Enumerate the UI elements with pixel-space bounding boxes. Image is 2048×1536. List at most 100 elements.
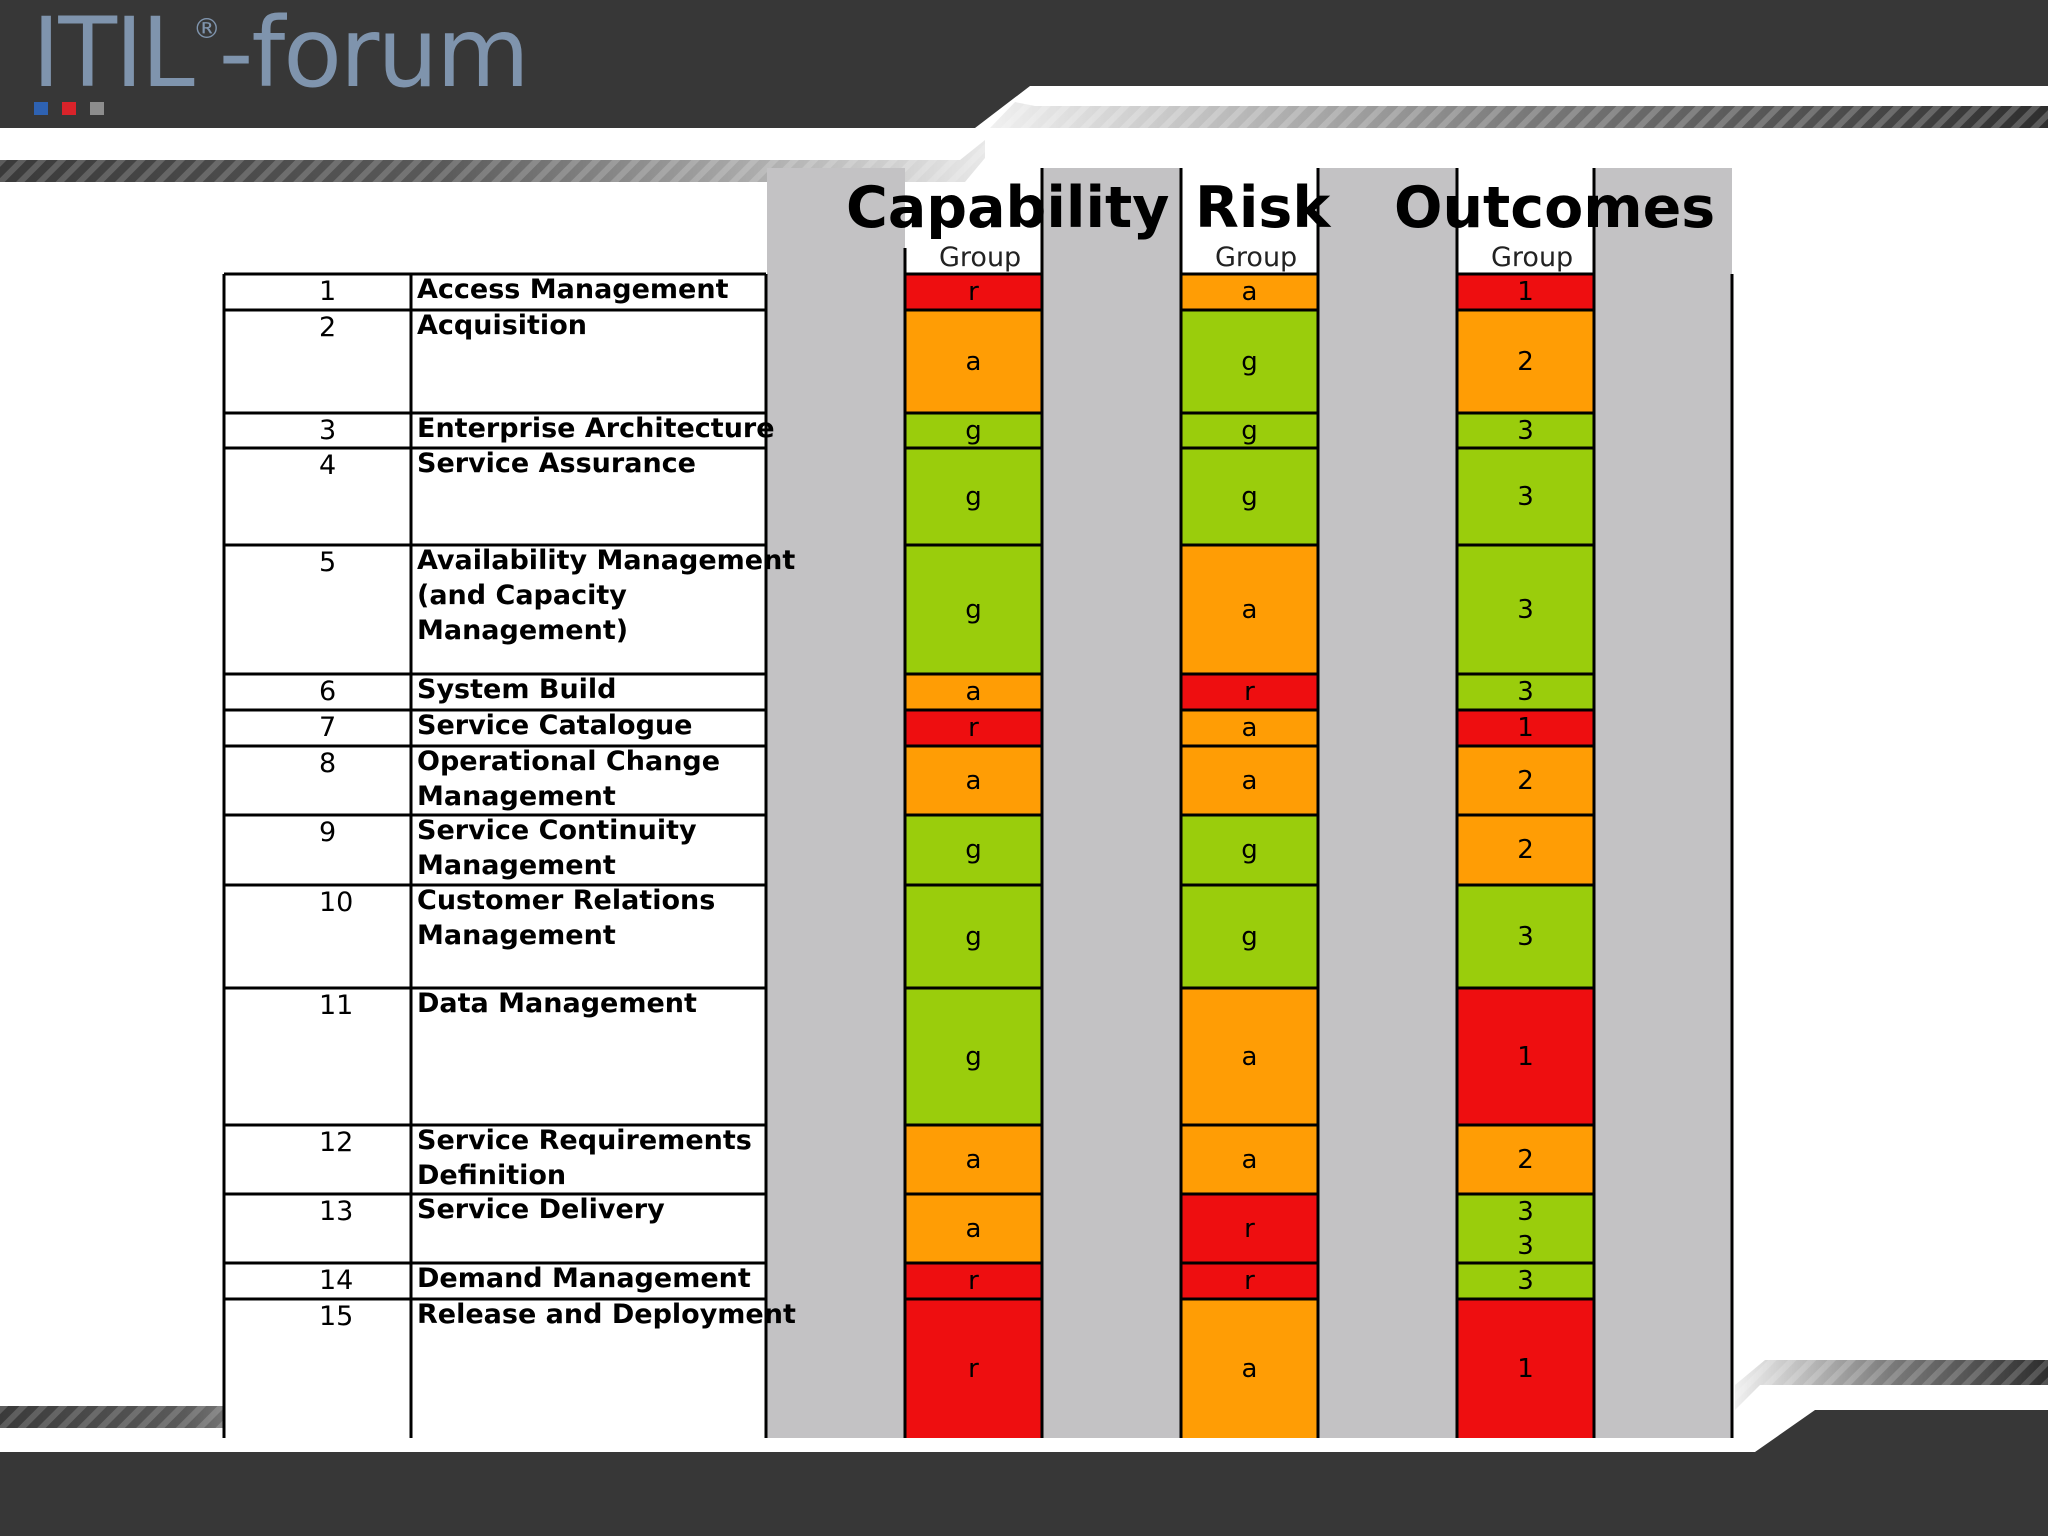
row-name-clip: Access Management	[414, 274, 766, 310]
out-cell: 3	[1457, 545, 1594, 674]
row-name: Service Requirements Definition	[417, 1125, 752, 1191]
out-cell: 2	[1457, 746, 1594, 815]
risk-cell: g	[1181, 448, 1318, 545]
row-number: 9	[319, 817, 337, 848]
row-number: 4	[319, 450, 337, 481]
table-row	[224, 1125, 766, 1194]
row-name: Service Delivery	[417, 1194, 665, 1225]
row-name: Availability Management (and Capacity Ma…	[417, 545, 796, 646]
risk-cell: g	[1181, 413, 1318, 448]
row-name: Service Continuity Management	[417, 815, 697, 881]
out-cell: 3	[1457, 1263, 1594, 1299]
table-row	[224, 674, 766, 710]
row-name: System Build	[417, 674, 617, 705]
grey-band	[1318, 168, 1456, 1438]
risk-cell: a	[1181, 746, 1318, 815]
cap-cell: a	[905, 1125, 1042, 1194]
row-name-clip: System Build	[414, 674, 766, 710]
row-name: Access Management	[417, 274, 729, 305]
row-number: 6	[319, 676, 337, 707]
row-number: 7	[319, 712, 337, 743]
table-row	[224, 815, 766, 885]
row-number: 13	[319, 1196, 354, 1227]
row-name-clip: Acquisition	[414, 310, 766, 413]
row-name-clip: Data Management	[414, 988, 844, 1125]
table-row	[224, 413, 766, 448]
column-sub-capability: Group	[939, 242, 1022, 273]
table-row	[224, 448, 766, 545]
row-name-clip: Availability Management (and Capacity Ma…	[414, 545, 844, 674]
row-name-clip: Service Catalogue	[414, 710, 766, 746]
out-cell: 2	[1457, 1125, 1594, 1194]
row-name: Release and Deployment	[417, 1299, 796, 1330]
table-row	[224, 1194, 766, 1263]
risk-cell: r	[1181, 1194, 1318, 1263]
out-cell: 3	[1457, 674, 1594, 710]
row-name-clip: Service Assurance	[414, 448, 766, 545]
row-number: 12	[319, 1127, 354, 1158]
row-name: Operational Change Management	[417, 746, 721, 812]
column-sub-risk: Group	[1215, 242, 1298, 273]
cap-cell: a	[905, 1194, 1042, 1263]
cap-cell: g	[905, 815, 1042, 885]
out-cell: 3	[1457, 885, 1594, 988]
table-row	[224, 988, 766, 1125]
column-title-capability: Capability	[846, 175, 1170, 241]
row-name-clip: Demand Management	[414, 1263, 766, 1299]
risk-cell: r	[1181, 1263, 1318, 1299]
table-row	[224, 310, 766, 413]
grey-band	[767, 168, 905, 1438]
cap-cell: a	[905, 674, 1042, 710]
risk-cell: g	[1181, 815, 1318, 885]
risk-cell: g	[1181, 310, 1318, 413]
cap-cell: g	[905, 885, 1042, 988]
table-row	[224, 1299, 766, 1438]
row-number: 8	[319, 748, 337, 779]
out-cell: 3	[1457, 413, 1594, 448]
table-row	[224, 1263, 766, 1299]
cap-cell: g	[905, 413, 1042, 448]
cap-cell: a	[905, 310, 1042, 413]
risk-cell: r	[1181, 674, 1318, 710]
risk-cell: a	[1181, 1125, 1318, 1194]
risk-cell: g	[1181, 885, 1318, 988]
row-number: 2	[319, 312, 337, 343]
row-name-clip: Customer Relations Management	[414, 885, 844, 988]
out-cell: 3	[1457, 448, 1594, 545]
grey-band	[1594, 168, 1732, 1438]
out-cell: 1	[1457, 274, 1594, 310]
risk-cell: a	[1181, 710, 1318, 746]
logo: ITIL®-forum	[32, 0, 530, 109]
table-row	[224, 746, 766, 815]
row-number: 14	[319, 1265, 354, 1296]
column-sub-outcomes: Group	[1491, 242, 1574, 273]
row-name-clip: Enterprise Architecture	[414, 413, 844, 448]
row-name: Customer Relations Management	[417, 885, 716, 951]
row-number: 10	[319, 887, 354, 918]
out-cell: 1	[1457, 710, 1594, 746]
table-row	[224, 545, 766, 674]
row-name: Acquisition	[417, 310, 587, 341]
row-number: 1	[319, 276, 337, 307]
risk-cell: a	[1181, 274, 1318, 310]
cap-cell: r	[905, 1263, 1042, 1299]
row-name: Enterprise Architecture	[417, 413, 775, 444]
out-cell: 2	[1457, 310, 1594, 413]
row-name: Service Assurance	[417, 448, 696, 479]
row-name: Data Management	[417, 988, 697, 1019]
row-name-clip: Service Requirements Definition	[414, 1125, 844, 1194]
cap-cell: a	[905, 746, 1042, 815]
out-cell: 2	[1457, 815, 1594, 885]
row-name-clip: Service Delivery	[414, 1194, 766, 1263]
cap-cell: r	[905, 1299, 1042, 1438]
row-name-clip: Release and Deployment	[414, 1299, 844, 1438]
out-cell: 3 3	[1457, 1194, 1594, 1263]
row-name: Service Catalogue	[417, 710, 693, 741]
table-row	[224, 710, 766, 746]
out-cell: 1	[1457, 988, 1594, 1125]
row-number: 11	[319, 990, 354, 1021]
cap-cell: g	[905, 988, 1042, 1125]
row-number: 3	[319, 415, 337, 446]
risk-cell: a	[1181, 545, 1318, 674]
